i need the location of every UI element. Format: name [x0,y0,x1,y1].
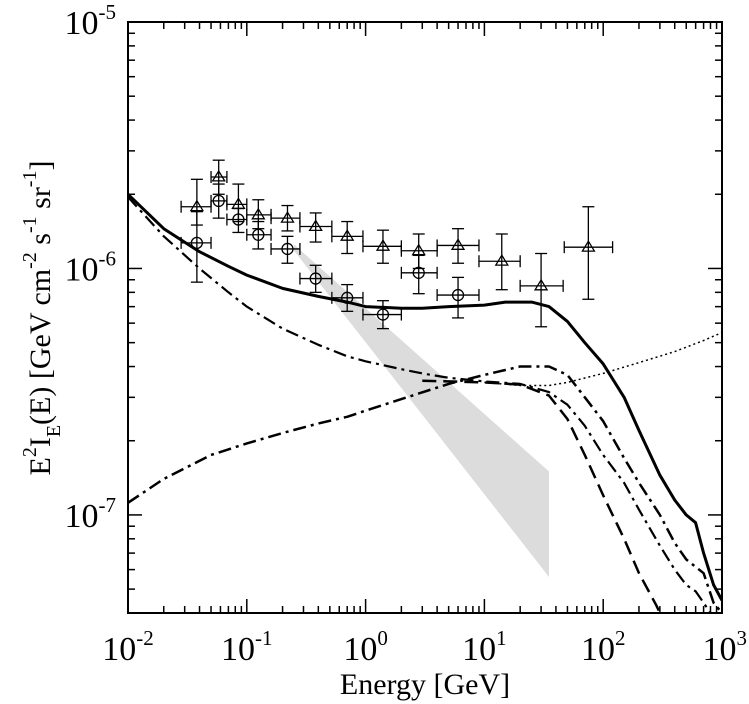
data-point-circle [246,220,272,250]
y-title-part: ] [24,161,57,171]
data-point-circle [299,264,333,293]
y-title-part: I [24,437,57,447]
x-tick-label: 103 [703,626,748,668]
x-tick-label: 10-2 [102,626,154,668]
y-axis-title: E2IE(E) [GeV cm-2 s-1 sr-1] [19,161,65,476]
curve-dash-dot-rising [128,365,722,613]
y-title-part: s [24,233,57,252]
curve-solid [128,193,722,602]
tick-base: 10 [102,631,136,668]
curve-layer [128,193,722,613]
data-point-triangle [563,206,614,300]
grey-band [294,244,549,577]
tick-layer [127,21,723,614]
tick-exponent: 1 [496,626,507,650]
tick-base: 10 [581,631,615,668]
x-axis-title: Energy [GeV] [340,668,510,701]
data-point-circle [436,276,480,319]
tick-exponent: 2 [615,626,626,650]
data-point-triangle [226,183,248,223]
data-point-circle [331,283,364,312]
tick-base: 10 [65,251,99,288]
tick-exponent: 0 [377,626,388,650]
data-point-circle [270,235,301,264]
tick-exponent: -1 [255,626,272,650]
curve-dashed [422,379,662,613]
band-layer [294,244,549,577]
y-tick-label: 10-7 [65,493,117,535]
data-point-circle [210,183,228,219]
x-tick-label: 102 [581,626,626,668]
plot-frame [127,21,723,614]
data-point-triangle [299,212,333,243]
data-point-triangle [436,228,480,264]
data-point-circle [226,207,248,234]
tick-base: 10 [343,631,377,668]
data-point-triangle [478,233,521,291]
x-tick-label: 100 [343,626,388,668]
tick-base: 10 [462,631,496,668]
y-tick-label: 10-6 [65,246,117,288]
y-title-sup: -2 [19,252,41,269]
data-point-triangle [362,229,403,264]
y-title-part: (E) [GeV cm [24,269,57,425]
data-point-triangle [270,204,301,232]
data-point-triangle [180,178,212,226]
y-title-sup: 2 [19,447,41,457]
point-layer [180,159,614,330]
y-title-part: E [24,457,57,475]
tick-exponent: -7 [99,493,117,517]
data-point-triangle [331,220,364,255]
data-point-triangle [519,252,564,328]
tick-base: 10 [65,498,99,535]
tick-base: 10 [703,631,737,668]
y-title-part: sr [24,187,57,216]
y-tick-label: 10-5 [65,0,117,42]
data-point-circle [362,300,403,330]
tick-base: 10 [221,631,255,668]
data-point-circle [400,254,438,295]
plot-area [128,159,722,613]
data-point-circle [180,211,212,283]
y-title-sub: E [43,425,65,437]
tick-exponent: 3 [737,626,748,650]
tick-base: 10 [65,5,99,42]
curve-dotted [484,331,722,387]
y-title-sup: -1 [19,171,41,188]
tick-exponent: -2 [136,626,154,650]
y-title-sup: -1 [19,216,41,233]
tick-exponent: -5 [99,0,117,24]
curve-dash-dot [128,196,712,613]
tick-exponent: -6 [99,246,117,270]
x-tick-label: 101 [462,626,507,668]
x-tick-label: 10-1 [221,626,272,668]
